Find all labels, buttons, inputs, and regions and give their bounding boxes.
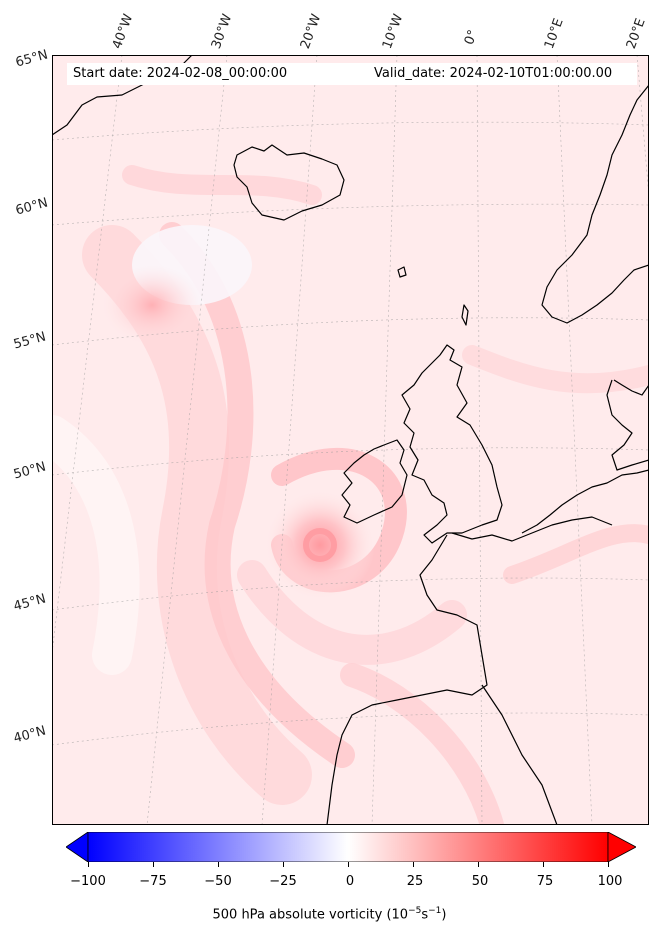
colorbar-title-mid: s — [421, 907, 429, 923]
lon-label-0: 0° — [461, 27, 482, 47]
colorbar-tick-label: 0 — [345, 874, 355, 889]
coastline-ireland — [341, 439, 408, 524]
colorbar — [65, 831, 637, 863]
colorbar-tick-label: −75 — [139, 874, 167, 889]
colorbar-tickmark — [348, 862, 349, 867]
coastline-faroes — [397, 266, 407, 278]
colorbar-extend-max — [607, 831, 637, 863]
valid-date-box: Valid_date: 2024-02-10T01:00:00.00 — [368, 63, 637, 85]
colorbar-tick-label: −100 — [70, 874, 106, 889]
lat-label-60n: 60°N — [14, 195, 50, 219]
colorbar-tickmark — [283, 862, 284, 867]
valid-date-text: Valid_date: 2024-02-10T01:00:00.00 — [374, 66, 613, 81]
lon-label-10w: 10°W — [379, 12, 407, 51]
colorbar-tickmark — [413, 862, 414, 867]
colorbar-tick-label: 100 — [597, 874, 623, 889]
colorbar-tick-label: 50 — [471, 874, 489, 889]
lat-label-50n: 50°N — [12, 459, 48, 483]
vorticity-map — [52, 55, 649, 825]
colorbar-tickmark — [478, 862, 479, 867]
colorbar-tick-label: −25 — [269, 874, 297, 889]
colorbar-title-end: ) — [441, 907, 447, 923]
colorbar-tick-label: −50 — [204, 874, 232, 889]
lon-label-20w: 20°W — [297, 12, 325, 51]
colorbar-tickmark — [543, 862, 544, 867]
start-date-box: Start date: 2024-02-08_00:00:00 — [67, 63, 373, 85]
colorbar-tickmark — [88, 862, 89, 867]
lat-label-40n: 40°N — [12, 723, 48, 747]
coastline-iceland — [233, 144, 345, 221]
colorbar-tickmark — [218, 862, 219, 867]
colorbar-title-exp1: −5 — [408, 906, 422, 916]
coastlines — [52, 55, 649, 825]
coastline-denmark — [606, 379, 649, 471]
cyclone-core — [303, 528, 337, 562]
lat-label-55n: 55°N — [12, 329, 48, 353]
map-panel — [52, 55, 649, 825]
colorbar-tick-label: 25 — [406, 874, 424, 889]
colorbar-gradient — [87, 831, 609, 863]
coastline-france-iberia — [326, 516, 613, 825]
coastline-north-sea — [521, 469, 649, 534]
colorbar-graphic — [65, 831, 637, 863]
lon-label-10e: 10°E — [541, 16, 567, 51]
colorbar-tick-label: 75 — [536, 874, 554, 889]
lon-label-20e: 20°E — [623, 16, 649, 51]
coastline-great-britain — [401, 344, 503, 544]
vorticity-maximum-west — [102, 265, 202, 345]
lon-label-40w: 40°W — [109, 12, 137, 51]
colorbar-tickmark — [153, 862, 154, 867]
colorbar-extend-min — [65, 831, 89, 863]
colorbar-title-main: 500 hPa absolute vorticity (10 — [212, 907, 409, 923]
start-date-text: Start date: 2024-02-08_00:00:00 — [73, 66, 288, 81]
colorbar-tickmark — [608, 862, 609, 867]
lat-label-45n: 45°N — [12, 591, 48, 615]
colorbar-title-exp2: −1 — [428, 906, 442, 916]
lat-label-65n: 65°N — [14, 47, 50, 71]
colorbar-title: 500 hPa absolute vorticity (10−5s−1) — [0, 906, 659, 922]
cyclone-vortex — [265, 490, 375, 600]
lon-label-30w: 30°W — [208, 12, 236, 51]
coastline-iberia-east — [481, 684, 558, 825]
coastline-norway — [541, 84, 649, 324]
coastline-shetland — [461, 304, 469, 326]
